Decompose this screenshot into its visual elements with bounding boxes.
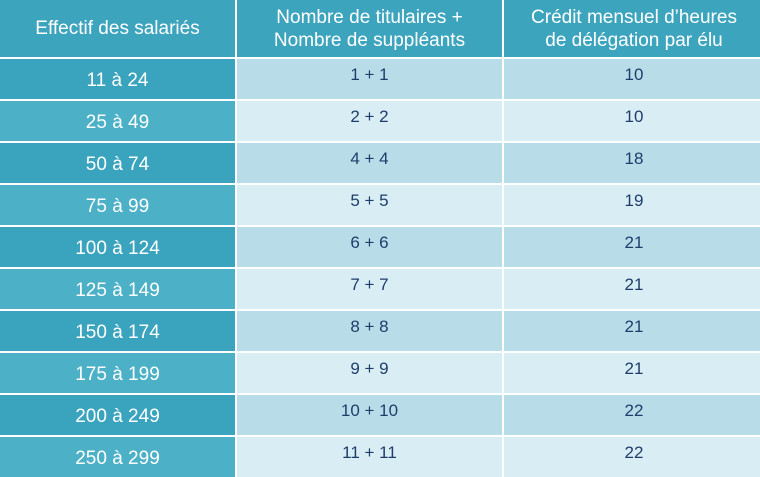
row-heures: 21 xyxy=(504,353,760,393)
row-heures: 21 xyxy=(504,269,760,309)
row-heures: 21 xyxy=(504,311,760,351)
row-heures: 18 xyxy=(504,143,760,183)
row-effectif: 50 à 74 xyxy=(0,143,235,183)
row-effectif: 200 à 249 xyxy=(0,395,235,435)
row-heures: 22 xyxy=(504,437,760,477)
header-credit-heures: Crédit mensuel d’heures de délégation pa… xyxy=(504,0,760,57)
header-titulaires-line1: Nombre de titulaires + xyxy=(276,6,463,28)
row-effectif: 150 à 174 xyxy=(0,311,235,351)
row-elus: 7 + 7 xyxy=(237,269,502,309)
row-elus: 5 + 5 xyxy=(237,185,502,225)
row-heures: 22 xyxy=(504,395,760,435)
row-heures: 19 xyxy=(504,185,760,225)
row-heures: 10 xyxy=(504,59,760,99)
header-effectif: Effectif des salariés xyxy=(0,0,235,57)
row-heures: 10 xyxy=(504,101,760,141)
row-effectif: 75 à 99 xyxy=(0,185,235,225)
row-elus: 2 + 2 xyxy=(237,101,502,141)
header-effectif-label: Effectif des salariés xyxy=(35,18,200,39)
row-effectif: 175 à 199 xyxy=(0,353,235,393)
row-elus: 11 + 11 xyxy=(237,437,502,477)
row-effectif: 100 à 124 xyxy=(0,227,235,267)
row-heures: 21 xyxy=(504,227,760,267)
row-elus: 8 + 8 xyxy=(237,311,502,351)
row-elus: 4 + 4 xyxy=(237,143,502,183)
header-titulaires-suppleants: Nombre de titulaires + Nombre de suppléa… xyxy=(237,0,502,57)
row-effectif: 125 à 149 xyxy=(0,269,235,309)
header-credit-line1: Crédit mensuel d’heures xyxy=(531,6,737,28)
row-elus: 1 + 1 xyxy=(237,59,502,99)
row-effectif: 250 à 299 xyxy=(0,437,235,477)
row-elus: 9 + 9 xyxy=(237,353,502,393)
header-credit-line2: de délégation par élu xyxy=(545,29,723,51)
header-titulaires-line2: Nombre de suppléants xyxy=(273,29,466,51)
row-effectif: 25 à 49 xyxy=(0,101,235,141)
row-effectif: 11 à 24 xyxy=(0,59,235,99)
row-elus: 6 + 6 xyxy=(237,227,502,267)
row-elus: 10 + 10 xyxy=(237,395,502,435)
